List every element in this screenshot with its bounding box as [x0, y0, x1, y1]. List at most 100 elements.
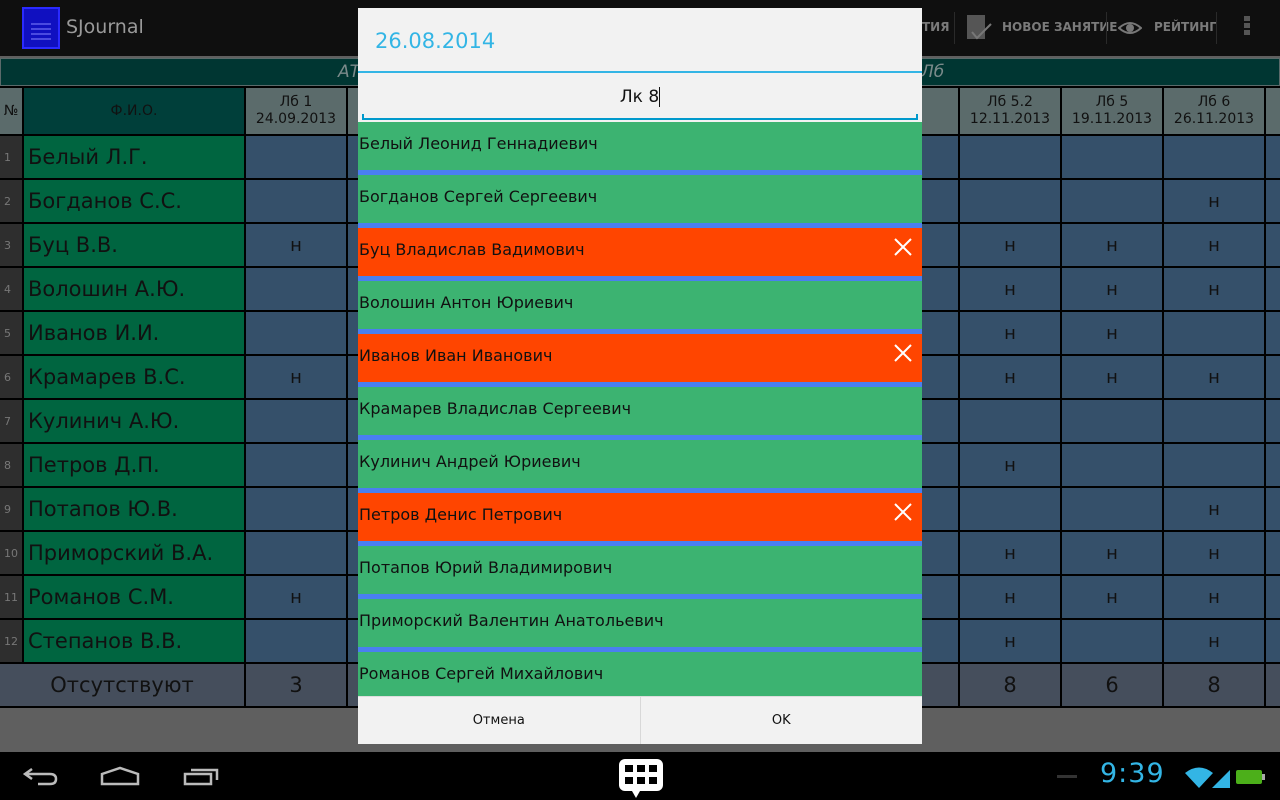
- cancel-button[interactable]: Отмена: [472, 713, 525, 728]
- student-item[interactable]: Приморский Валентин Анатольевич: [358, 599, 922, 652]
- recents-icon[interactable]: [183, 766, 219, 786]
- close-icon[interactable]: [892, 236, 914, 258]
- attendance-cell[interactable]: н: [244, 354, 348, 400]
- action-partial[interactable]: ТИЯ: [922, 20, 950, 34]
- attendance-cell[interactable]: н: [1162, 222, 1266, 268]
- eye-icon[interactable]: [1118, 18, 1142, 38]
- attendance-cell[interactable]: н: [1060, 530, 1164, 576]
- attendance-cell[interactable]: н: [958, 618, 1062, 664]
- attendance-cell[interactable]: [958, 178, 1062, 224]
- attendance-cell[interactable]: [244, 486, 348, 532]
- check-icon[interactable]: [966, 14, 994, 42]
- student-item[interactable]: Романов Сергей Михайлович: [358, 652, 922, 696]
- attendance-cell[interactable]: [244, 530, 348, 576]
- attendance-cell[interactable]: н: [1060, 574, 1164, 620]
- student-item[interactable]: Потапов Юрий Владимирович: [358, 546, 922, 599]
- attendance-cell[interactable]: [958, 134, 1062, 180]
- attendance-cell[interactable]: н: [1060, 354, 1164, 400]
- student-item[interactable]: Богданов Сергей Сергеевич: [358, 175, 922, 228]
- totals-cell: 6: [1060, 662, 1164, 708]
- student-name: Буц В.В.: [22, 222, 246, 268]
- attendance-cell[interactable]: н: [958, 354, 1062, 400]
- student-full-name: Буц Владислав Вадимович: [359, 239, 585, 259]
- attendance-cell[interactable]: [1162, 134, 1266, 180]
- column-header: [1264, 86, 1280, 136]
- attendance-cell[interactable]: [1060, 486, 1164, 532]
- column-title: Лб 5: [1095, 94, 1129, 110]
- dialog-buttons: Отмена OK: [358, 696, 922, 744]
- attendance-cell[interactable]: [1060, 618, 1164, 664]
- attendance-cell[interactable]: н: [958, 310, 1062, 356]
- clipboard-icon: [22, 7, 60, 49]
- attendance-cell: [1264, 574, 1280, 620]
- attendance-cell[interactable]: н: [1162, 530, 1266, 576]
- attendance-cell[interactable]: [244, 266, 348, 312]
- attendance-cell: [1264, 134, 1280, 180]
- attendance-cell[interactable]: [1060, 134, 1164, 180]
- attendance-cell[interactable]: [244, 442, 348, 488]
- divider: [1106, 12, 1107, 44]
- student-item-absent[interactable]: Петров Денис Петрович: [358, 493, 922, 546]
- attendance-cell[interactable]: [1060, 398, 1164, 444]
- attendance-cell[interactable]: н: [1162, 486, 1266, 532]
- attendance-cell[interactable]: н: [1060, 266, 1164, 312]
- student-item-absent[interactable]: Иванов Иван Иванович: [358, 334, 922, 387]
- student-item-absent[interactable]: Буц Владислав Вадимович: [358, 228, 922, 281]
- attendance-cell[interactable]: [244, 178, 348, 224]
- back-icon[interactable]: [22, 766, 58, 786]
- attendance-cell[interactable]: н: [1060, 222, 1164, 268]
- close-icon[interactable]: [892, 342, 914, 364]
- attendance-cell[interactable]: н: [244, 222, 348, 268]
- close-icon[interactable]: [892, 501, 914, 523]
- attendance-cell[interactable]: н: [958, 442, 1062, 488]
- attendance-cell[interactable]: н: [958, 530, 1062, 576]
- student-item[interactable]: Волошин Антон Юриевич: [358, 281, 922, 334]
- row-number: 12: [0, 618, 24, 664]
- attendance-cell[interactable]: н: [958, 266, 1062, 312]
- attendance-cell[interactable]: н: [1060, 310, 1164, 356]
- lesson-name-input[interactable]: Лк 8: [362, 78, 918, 120]
- attendance-cell[interactable]: [244, 618, 348, 664]
- student-name: Белый Л.Г.: [22, 134, 246, 180]
- student-item[interactable]: Крамарев Владислав Сергеевич: [358, 387, 922, 440]
- student-item[interactable]: Кулинич Андрей Юриевич: [358, 440, 922, 493]
- new-lesson-button[interactable]: НОВОЕ ЗАНЯТИЕ: [1002, 20, 1118, 34]
- student-item[interactable]: Белый Леонид Геннадиевич: [358, 122, 922, 175]
- attendance-cell[interactable]: н: [958, 574, 1062, 620]
- notification-icon: [1057, 775, 1077, 778]
- attendance-cell[interactable]: [244, 398, 348, 444]
- attendance-cell[interactable]: н: [1162, 178, 1266, 224]
- student-list[interactable]: Белый Леонид Геннадиевич Богданов Сергей …: [358, 122, 922, 696]
- attendance-cell[interactable]: [1060, 178, 1164, 224]
- attendance-cell[interactable]: [958, 398, 1062, 444]
- attendance-cell[interactable]: н: [1162, 618, 1266, 664]
- row-number: 2: [0, 178, 24, 224]
- column-title: Лб 6: [1197, 94, 1231, 110]
- ok-button[interactable]: OK: [639, 697, 923, 744]
- keyboard-icon[interactable]: [618, 758, 664, 798]
- divider: [954, 12, 955, 44]
- attendance-cell[interactable]: [1162, 442, 1266, 488]
- attendance-cell[interactable]: [244, 310, 348, 356]
- attendance-cell[interactable]: н: [244, 574, 348, 620]
- attendance-cell[interactable]: н: [958, 222, 1062, 268]
- attendance-cell[interactable]: [244, 134, 348, 180]
- student-full-name: Приморский Валентин Анатольевич: [359, 610, 664, 630]
- rating-button[interactable]: РЕЙТИНГ: [1154, 20, 1217, 34]
- column-date: 19.11.2013: [1071, 111, 1153, 127]
- attendance-cell[interactable]: н: [1162, 266, 1266, 312]
- attendance-cell[interactable]: [1162, 398, 1266, 444]
- home-icon[interactable]: [100, 766, 140, 786]
- attendance-cell[interactable]: [1162, 310, 1266, 356]
- attendance-cell[interactable]: [1060, 442, 1164, 488]
- student-full-name: Белый Леонид Геннадиевич: [359, 133, 598, 153]
- attendance-cell[interactable]: [958, 486, 1062, 532]
- column-date: 24.09.2013: [255, 111, 337, 127]
- totals-label: Отсутствуют: [0, 662, 246, 708]
- overflow-menu-icon[interactable]: [1244, 16, 1250, 35]
- attendance-cell[interactable]: н: [1162, 574, 1266, 620]
- row-number: 8: [0, 442, 24, 488]
- attendance-cell[interactable]: н: [1162, 354, 1266, 400]
- student-name: Крамарев В.С.: [22, 354, 246, 400]
- student-name: Кулинич А.Ю.: [22, 398, 246, 444]
